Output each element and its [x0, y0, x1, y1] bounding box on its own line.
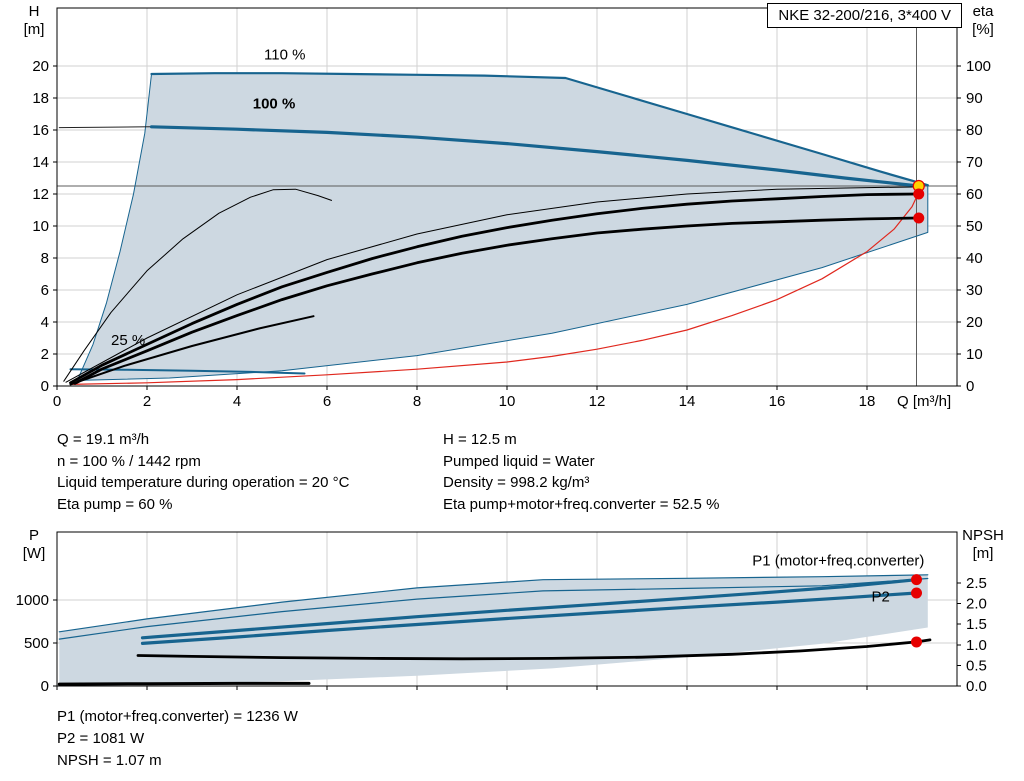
info-density: Density = 998.2 kg/m³ — [443, 474, 590, 491]
y-right-axis-unit: [m] — [973, 545, 994, 562]
y-right-axis-unit: [%] — [972, 21, 994, 38]
p1-marker — [911, 574, 922, 586]
p1-curve — [140, 578, 919, 640]
p-25-curve — [57, 681, 311, 686]
y-left-tick-label: 0 — [41, 678, 49, 695]
y-right-tick-label: 50 — [966, 218, 983, 235]
operating-envelope — [77, 73, 928, 381]
y-right-tick-label: 80 — [966, 122, 983, 139]
npsh-marker — [911, 636, 922, 648]
y-right-tick-label: 20 — [966, 314, 983, 331]
x-tick-label: 16 — [769, 393, 786, 410]
speed-curve-100 — [149, 125, 921, 188]
x-axis-title: Q [m³/h] — [897, 393, 951, 410]
y-right-axis-title: NPSH — [962, 527, 1004, 544]
y-left-tick-label: 18 — [32, 90, 49, 107]
y-left-tick-label: 500 — [24, 635, 49, 652]
y-right-tick-label: 100 — [966, 58, 991, 75]
y-right-tick-label: 30 — [966, 282, 983, 299]
duty-info-left-column: Q = 19.1 m³/h n = 100 % / 1442 rpm Liqui… — [57, 429, 349, 515]
y-left-tick-label: 20 — [32, 58, 49, 75]
p1-envelope-boundary — [58, 574, 929, 633]
p1-label: P1 (motor+freq.converter) — [752, 553, 924, 570]
info-eta-total: Eta pump+motor+freq.converter = 52.5 % — [443, 495, 720, 513]
y-right-tick-label: 0.5 — [966, 657, 987, 674]
info-pumped-liquid: Pumped liquid = Water — [443, 452, 595, 470]
x-tick-label: 8 — [413, 393, 421, 410]
x-tick-label: 14 — [679, 393, 696, 410]
eta-pump-curve — [69, 192, 918, 385]
y-left-axis-title: H — [29, 3, 40, 20]
pump-model-title: NKE 32-200/216, 3*400 V — [767, 3, 962, 28]
y-left-tick-label: 4 — [41, 314, 49, 331]
eta-thin-upper-curve — [65, 186, 922, 383]
power-npsh-chart: 0 500 1000 0.0 0.5 1.0 1.5 2.0 2.5 P[W] NPSH[m] P1 … — [16, 527, 1004, 695]
y-right-tick-label: 60 — [966, 186, 983, 203]
y-right-tick-label: 10 — [966, 346, 983, 363]
y-left-axis-unit: [W] — [23, 545, 46, 562]
speed-curve-110 — [150, 72, 929, 187]
p2-label: P2 — [872, 588, 890, 605]
x-tick-label: 12 — [589, 393, 606, 410]
p2-envelope-boundary — [58, 577, 929, 640]
y-right-tick-label: 2.0 — [966, 596, 987, 613]
y-left-tick-label: 2 — [41, 346, 49, 363]
y-left-tick-label: 6 — [41, 282, 49, 299]
p2-marker — [911, 587, 922, 599]
x-tick-label: 4 — [233, 393, 241, 410]
info-flow: Q = 19.1 m³/h — [57, 431, 150, 448]
p2-curve — [140, 591, 919, 646]
y-right-tick-label: 1.0 — [966, 637, 987, 654]
x-tick-label: 6 — [323, 393, 331, 410]
y-left-tick-label: 14 — [32, 154, 49, 171]
info-p2: P2 = 1081 W — [57, 730, 145, 747]
y-right-tick-label: 70 — [966, 154, 983, 171]
y-left-tick-label: 16 — [32, 122, 49, 139]
power-info-column: P1 (motor+freq.converter) = 1236 W P2 = … — [57, 706, 298, 772]
y-left-tick-label: 1000 — [16, 592, 49, 609]
y-left-tick-label: 8 — [41, 250, 49, 267]
label-25-percent: 25 % — [111, 332, 145, 349]
info-head: H = 12.5 m — [443, 431, 517, 448]
y-right-tick-label: 2.5 — [966, 575, 987, 592]
speed-curve-25 — [69, 368, 306, 375]
npsh-curve — [136, 638, 932, 661]
eta-25-curve — [69, 315, 315, 386]
eta-total-curve — [73, 216, 918, 385]
y-right-tick-label: 0 — [966, 378, 974, 395]
label-100-percent: 100 % — [253, 95, 296, 112]
y-right-tick-label: 1.5 — [966, 616, 987, 633]
head-flow-efficiency-chart: 0 2 4 6 8 10 12 14 16 18 Q [m³/h] 0 2 4 6 8 10 12 14 16 18 20… — [24, 3, 995, 410]
x-tick-label: 0 — [53, 393, 61, 410]
y-left-axis-unit: [m] — [24, 21, 45, 38]
eta-thin-peak-curve — [63, 188, 332, 382]
y-left-axis-title: P — [29, 527, 39, 544]
x-tick-label: 2 — [143, 393, 151, 410]
duty-info-right-column: H = 12.5 m Pumped liquid = Water Density… — [443, 429, 719, 515]
y-right-tick-label: 90 — [966, 90, 983, 107]
x-tick-label: 10 — [499, 393, 516, 410]
x-tick-label: 18 — [859, 393, 876, 410]
y-right-axis-title: eta — [973, 3, 995, 20]
y-right-tick-label: 0.0 — [966, 678, 987, 695]
y-left-tick-label: 10 — [32, 218, 49, 235]
eta-total-marker — [913, 212, 925, 224]
y-right-tick-label: 40 — [966, 250, 983, 267]
system-curve — [69, 187, 922, 385]
min-flow-boundary — [76, 73, 152, 381]
y-left-tick-label: 12 — [32, 186, 49, 203]
info-eta-pump: Eta pump = 60 % — [57, 495, 173, 513]
info-npsh: NPSH = 1.07 m — [57, 752, 162, 769]
speed-curve-100-lowflow — [58, 126, 152, 129]
info-liquid-temperature: Liquid temperature during operation = 20… — [57, 474, 350, 491]
envelope-lower-boundary — [76, 184, 929, 381]
eta-pump-marker — [913, 188, 925, 200]
info-speed: n = 100 % / 1442 rpm — [57, 452, 201, 470]
info-p1: P1 (motor+freq.converter) = 1236 W — [57, 708, 298, 725]
y-left-tick-label: 0 — [41, 378, 49, 395]
label-110-percent: 110 % — [264, 47, 305, 64]
